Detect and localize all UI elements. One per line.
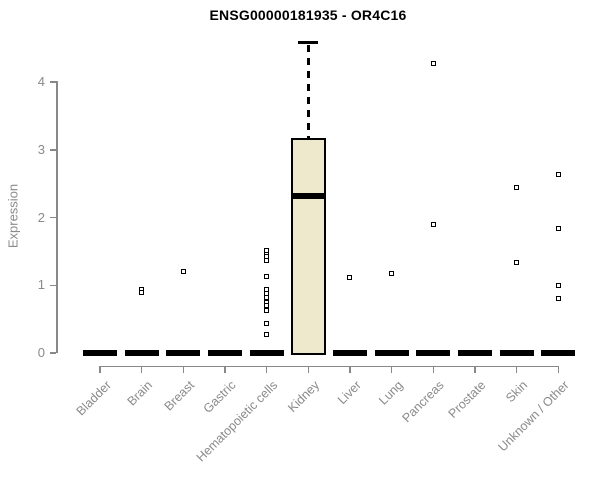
x-tick-label: Pancreas [399,378,448,426]
outlier-point [264,247,270,253]
x-tick-label: Gastric [200,378,239,416]
x-tick-label: Lung [375,378,406,408]
x-tick-label: Brain [125,378,156,409]
y-tick-label: 3 [37,141,45,157]
collapsed-box [374,350,409,356]
outlier-point [514,184,520,190]
collapsed-box [83,350,117,356]
box [291,138,327,355]
collapsed-box [124,350,159,356]
x-tick [557,365,559,373]
outlier-point [514,259,520,265]
whisker-line [307,44,310,139]
outlier-point [264,321,270,327]
y-tick [50,149,56,151]
x-tick [349,365,351,373]
y-tick-label: 4 [37,74,45,89]
outlier-point [555,296,561,302]
x-tick [474,365,476,373]
outlier-point [555,283,561,289]
y-axis-line [56,81,58,353]
outlier-point [389,271,395,277]
collapsed-box [207,350,242,356]
outlier-point [347,274,353,280]
x-tick [99,365,101,373]
y-tick [50,81,56,83]
y-tick [50,216,56,219]
outlier-point [139,290,145,296]
x-tick-label: Bladder [73,378,114,419]
x-tick [390,365,393,373]
x-tick-label: Prostate [446,378,489,421]
outlier-point [264,258,270,264]
median-line [291,192,327,199]
y-tick-label: 2 [37,209,45,225]
outlier-point [430,222,436,228]
x-tick [307,365,310,373]
x-tick-label: Breast [161,378,198,414]
collapsed-box [457,350,492,356]
y-tick [50,352,56,354]
x-tick [515,365,518,373]
outlier-point [264,273,270,279]
x-tick-label: Hematopoietic cells [193,378,281,465]
y-tick-label: 1 [37,277,45,293]
x-tick [265,365,268,373]
outlier-point [264,332,270,338]
chart-title: ENSG00000181935 - OR4C16 [209,7,407,23]
outlier-point [430,60,436,66]
outlier-point [264,303,270,309]
x-tick-label: Liver [334,378,364,408]
x-tick [140,365,143,373]
outlier-point [264,294,270,300]
x-tick-label: Skin [503,378,531,406]
y-tick-label: 0 [37,345,45,360]
x-tick-label: Kidney [285,378,323,415]
x-tick [224,365,226,373]
y-tick [50,284,56,286]
collapsed-box [416,350,451,356]
outlier-point [180,269,186,275]
collapsed-box [332,350,367,356]
outlier-point [555,172,561,178]
x-tick [432,365,435,373]
collapsed-box [541,350,576,356]
outlier-point [555,225,561,231]
outlier-point [264,253,270,259]
whisker-cap [298,41,319,44]
x-axis-line [99,365,559,367]
x-tick [182,365,185,373]
collapsed-box [249,350,284,356]
collapsed-box [166,350,201,356]
collapsed-box [499,350,534,356]
outlier-point [264,308,270,314]
